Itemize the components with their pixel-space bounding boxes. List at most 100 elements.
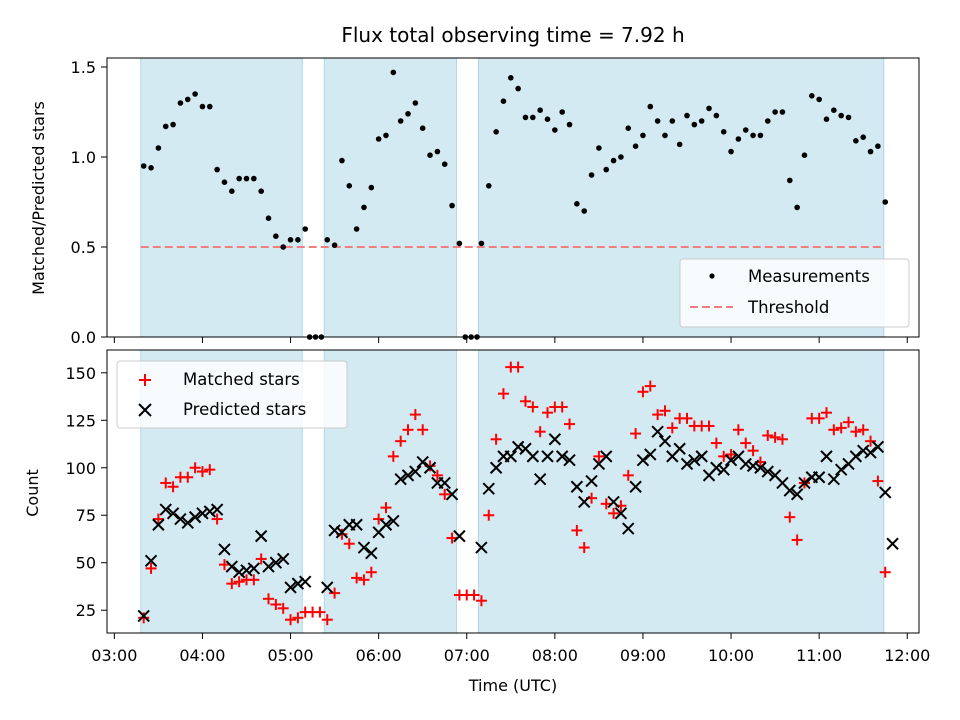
measurement-point-29 — [346, 183, 353, 189]
matched-point-12 — [226, 578, 238, 590]
matched-point-71 — [659, 405, 671, 417]
predicted-point-74 — [710, 461, 723, 474]
measurement-point-12 — [229, 188, 235, 194]
predicted-point-89 — [820, 450, 833, 463]
top-y-tick-label-2: 1.0 — [71, 148, 96, 167]
matched-point-101 — [879, 566, 891, 578]
matched-point-93 — [820, 407, 832, 419]
matched-point-59 — [571, 524, 583, 536]
bottom-legend-box — [116, 360, 348, 429]
predicted-point-76 — [724, 453, 738, 467]
matched-point-97 — [850, 426, 862, 438]
matched-point-11 — [218, 559, 230, 571]
matched-point-20 — [285, 614, 297, 626]
measurement-point-102 — [875, 143, 881, 149]
measurement-point-43 — [449, 202, 455, 209]
matched-point-2 — [152, 513, 164, 525]
measurement-point-32 — [368, 184, 375, 191]
predicted-point-88 — [812, 471, 826, 484]
matched-point-62 — [593, 450, 605, 462]
predicted-point-6 — [181, 516, 194, 530]
matched-point-34 — [387, 450, 399, 462]
matched-point-18 — [270, 599, 282, 611]
predicted-point-18 — [269, 556, 283, 569]
matched-point-83 — [747, 445, 759, 457]
matched-point-6 — [182, 471, 194, 483]
x-tick-label-2: 05:00 — [267, 646, 313, 665]
predicted-point-66 — [651, 425, 664, 438]
measurement-point-60 — [566, 121, 573, 128]
predicted-point-91 — [834, 463, 848, 476]
measurement-point-80 — [713, 112, 720, 119]
matched-point-55 — [542, 407, 554, 419]
x-tick-label-8: 11:00 — [796, 646, 842, 665]
predicted-point-57 — [585, 474, 598, 488]
predicted-point-27 — [350, 518, 363, 531]
matched-point-86 — [769, 431, 781, 443]
predicted-point-5 — [174, 512, 187, 526]
matched-point-88 — [784, 511, 796, 523]
predicted-point-32 — [387, 514, 400, 528]
bottom-y-axis-label: Count — [23, 469, 42, 517]
predicted-point-40 — [445, 488, 459, 501]
predicted-point-33 — [394, 472, 407, 486]
predicted-point-44 — [489, 461, 503, 474]
matched-point-77 — [703, 420, 715, 432]
predicted-point-9 — [203, 505, 216, 518]
measurement-point-65 — [603, 166, 610, 173]
predicted-point-64 — [636, 453, 650, 467]
measurement-point-63 — [588, 172, 595, 178]
matched-point-87 — [776, 433, 788, 445]
measurement-point-17 — [265, 215, 272, 221]
matched-point-24 — [314, 606, 326, 618]
matched-point-60 — [578, 542, 590, 554]
legend-predicted-label: Predicted stars — [183, 400, 306, 419]
predicted-point-8 — [196, 507, 209, 520]
top-ticks: 0.0 0.5 1.0 1.5 — [71, 58, 908, 347]
predicted-point-16 — [254, 529, 268, 543]
bottom-y-tick-label-4: 125 — [65, 411, 96, 430]
measurement-point-77 — [691, 121, 698, 128]
measurement-point-11 — [221, 179, 228, 185]
measurement-point-94 — [816, 96, 822, 103]
predicted-point-13 — [232, 566, 246, 579]
measurement-point-86 — [757, 132, 764, 139]
matched-point-68 — [637, 386, 649, 398]
predicted-point-7 — [188, 510, 202, 524]
matched-point-42 — [446, 532, 458, 544]
measurement-point-6 — [184, 96, 191, 103]
matched-point-51 — [512, 361, 524, 373]
top-y-tick-label-3: 1.5 — [71, 58, 96, 77]
measurement-point-88 — [772, 109, 778, 115]
matched-point-47 — [483, 509, 495, 521]
chart-title: Flux total observing time = 7.92 h — [341, 23, 684, 47]
measurement-point-74 — [669, 118, 676, 124]
matched-point-94 — [828, 424, 840, 436]
measurement-point-84 — [742, 127, 749, 133]
matched-point-30 — [358, 574, 370, 586]
legend-measurements-label: Measurements — [748, 267, 870, 286]
measurement-point-58 — [552, 127, 558, 133]
top-y-tick-label-0: 0.0 — [71, 328, 96, 347]
x-tick-label-7: 10:00 — [708, 646, 754, 665]
predicted-point-70 — [680, 457, 694, 471]
predicted-point-14 — [240, 564, 253, 577]
predicted-point-20 — [284, 581, 297, 594]
measurement-point-56 — [537, 107, 543, 113]
measurement-point-92 — [801, 152, 808, 158]
predicted-point-28 — [357, 541, 371, 554]
matched-point-81 — [732, 424, 744, 436]
measurement-point-30 — [353, 226, 360, 232]
measurement-point-59 — [559, 109, 565, 115]
matched-point-21 — [292, 612, 304, 624]
measurement-point-35 — [390, 69, 397, 76]
predicted-point-53 — [555, 450, 569, 463]
measurement-point-19 — [280, 244, 287, 250]
measurement-point-73 — [662, 132, 668, 139]
x-tick-label-3: 06:00 — [356, 646, 402, 665]
measurement-point-81 — [720, 129, 727, 135]
predicted-point-46 — [504, 450, 518, 463]
measurement-point-50 — [493, 129, 499, 135]
legend-measurements-marker — [709, 273, 715, 279]
predicted-point-2 — [152, 518, 165, 531]
